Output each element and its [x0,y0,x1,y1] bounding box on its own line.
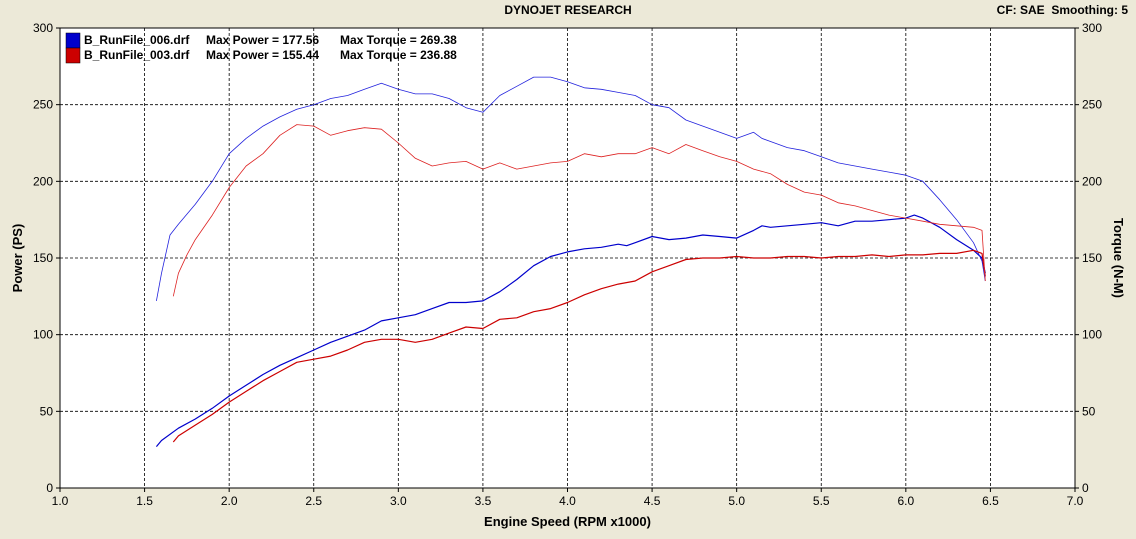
correction-factor-label: CF: SAE Smoothing: 5 [997,3,1128,17]
x-tick-label: 3.0 [390,494,407,508]
y-left-tick-label: 250 [33,98,53,112]
y-right-tick-label: 0 [1082,481,1089,495]
series-line-torque [172,124,986,297]
series-line-torque [156,76,986,301]
y-right-axis-label: Torque (N-M) [1111,218,1126,298]
y-right-tick-label: 150 [1082,251,1102,265]
chart-header-title: DYNOJET RESEARCH [504,3,632,17]
y-right-tick-label: 300 [1082,21,1102,35]
y-left-tick-label: 100 [33,328,53,342]
series-line-power [172,249,986,443]
x-tick-label: 1.0 [52,494,69,508]
y-right-tick-label: 50 [1082,404,1096,418]
x-tick-label: 6.5 [982,494,999,508]
x-tick-label: 5.0 [728,494,745,508]
x-axis-label: Engine Speed (RPM x1000) [484,514,651,529]
legend-max-torque: Max Torque = 269.38 [340,33,457,47]
legend-max-power: Max Power = 155.44 [206,48,319,62]
y-right-tick-label: 100 [1082,328,1102,342]
x-tick-label: 2.0 [221,494,238,508]
y-left-tick-label: 0 [46,481,53,495]
x-tick-label: 2.5 [305,494,322,508]
x-tick-label: 7.0 [1067,494,1084,508]
y-left-tick-label: 150 [33,251,53,265]
legend-max-power: Max Power = 177.56 [206,33,319,47]
x-tick-label: 6.0 [897,494,914,508]
y-left-tick-label: 200 [33,174,53,188]
y-left-tick-label: 50 [40,404,54,418]
x-tick-label: 4.5 [644,494,661,508]
y-left-tick-label: 300 [33,21,53,35]
smoothing-text: Smoothing: 5 [1051,3,1128,17]
x-tick-label: 5.5 [813,494,830,508]
y-right-tick-label: 200 [1082,174,1102,188]
series-line-power [155,214,986,447]
legend-file-name: B_RunFile_006.drf [84,33,190,47]
legend-swatch [65,47,81,64]
legend-max-torque: Max Torque = 236.88 [340,48,457,62]
y-right-tick-label: 250 [1082,98,1102,112]
cf-text: CF: SAE [996,3,1045,17]
x-tick-label: 3.5 [475,494,492,508]
x-tick-label: 1.5 [136,494,153,508]
legend-swatch [65,32,81,49]
legend-file-name: B_RunFile_003.drf [84,48,190,62]
x-tick-label: 4.0 [559,494,576,508]
y-left-axis-label: Power (PS) [10,224,25,293]
